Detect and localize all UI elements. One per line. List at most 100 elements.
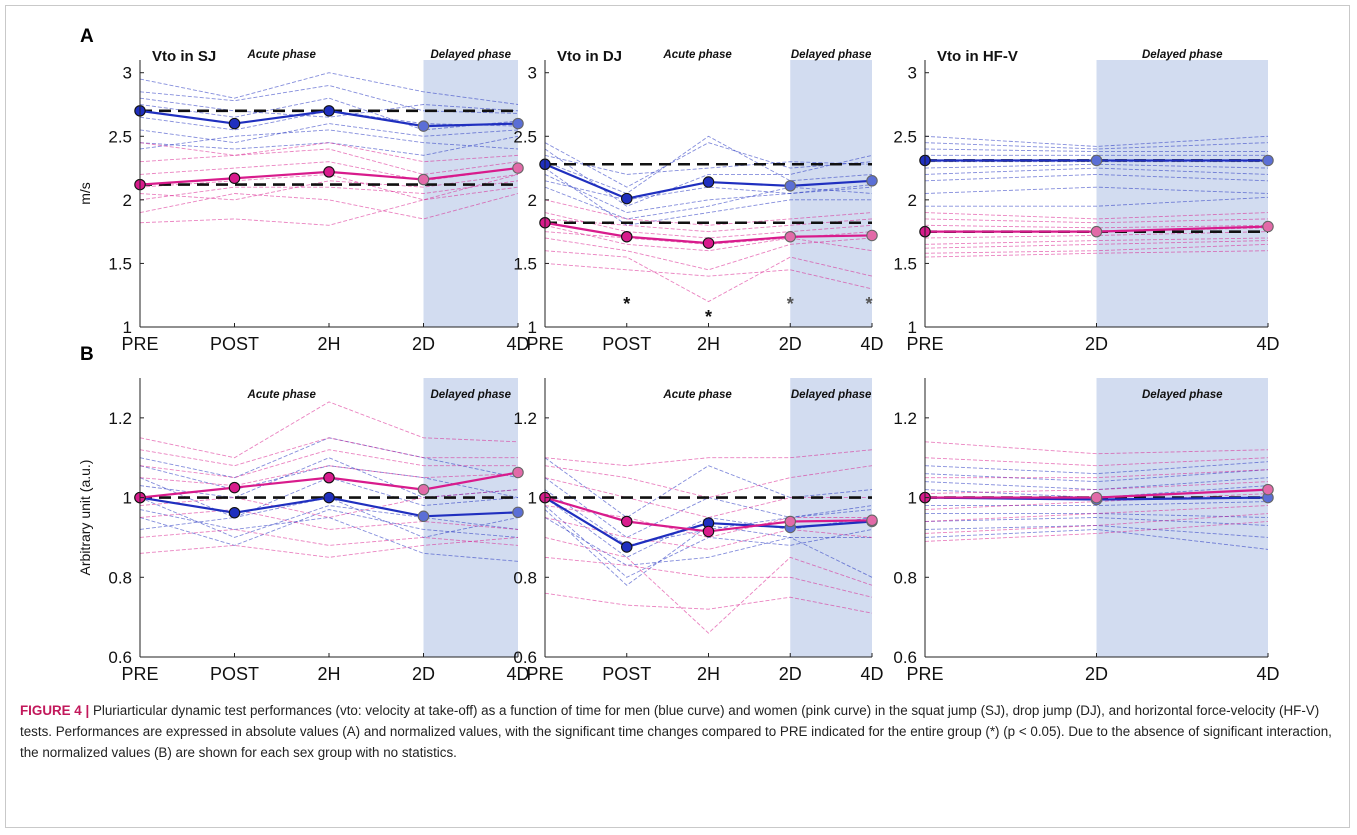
series-point xyxy=(1090,225,1103,238)
individual-line xyxy=(925,501,1269,506)
individual-line xyxy=(924,237,1269,245)
individual-line xyxy=(139,509,519,546)
individual-line xyxy=(924,135,1269,147)
series-point xyxy=(784,515,796,528)
chart-title: Vto in SJ xyxy=(152,48,216,65)
series-point xyxy=(417,510,430,523)
x-tick-label: PRE xyxy=(121,664,158,684)
individual-line xyxy=(544,465,873,499)
individual-line xyxy=(544,180,873,201)
individual-line xyxy=(139,489,519,518)
series-point xyxy=(512,506,524,519)
x-tick-label: PRE xyxy=(526,664,563,684)
y-tick-label: 1 xyxy=(908,318,917,337)
individual-line xyxy=(139,97,519,131)
series-point xyxy=(512,466,524,479)
individual-line xyxy=(139,161,519,182)
x-tick-label: 2D xyxy=(412,334,435,354)
x-tick-label: 2D xyxy=(412,664,435,684)
series-point xyxy=(228,506,241,519)
individual-line xyxy=(139,536,519,558)
individual-line xyxy=(924,243,1269,254)
individual-line xyxy=(139,401,519,459)
x-tick-label: POST xyxy=(602,664,651,684)
series-point xyxy=(417,173,430,186)
individual-line xyxy=(139,180,519,201)
individual-line xyxy=(544,449,873,467)
series-point xyxy=(1262,220,1274,233)
x-tick-label: POST xyxy=(210,664,259,684)
phase-label: Acute phase xyxy=(662,49,732,61)
y-tick-label: 0.8 xyxy=(513,568,537,587)
individual-line xyxy=(924,142,1269,150)
individual-line xyxy=(139,529,519,546)
series-point xyxy=(784,180,796,192)
individual-line xyxy=(139,135,519,156)
y-tick-label: 1.2 xyxy=(893,409,917,428)
individual-line xyxy=(924,148,1268,152)
individual-line xyxy=(925,196,1269,207)
x-tick-label: PRE xyxy=(526,334,563,354)
individual-line xyxy=(544,556,873,598)
individual-line xyxy=(139,193,519,220)
series-point xyxy=(702,525,715,538)
figure-plots: 1 1.5 2 2.5 3 PRE POST 2H 2D 4D Vto in SJ Acute pha… xyxy=(77,48,1280,684)
individual-line xyxy=(924,186,1269,194)
chart-title: Vto in HF-V xyxy=(937,48,1018,65)
x-tick-label: 2H xyxy=(697,334,720,354)
x-tick-label: 2H xyxy=(697,664,720,684)
individual-line xyxy=(139,148,519,175)
y-tick-label: 1.2 xyxy=(108,409,132,428)
x-tick-label: 4D xyxy=(1256,664,1279,684)
series-point xyxy=(228,117,241,130)
caption-text: Pluriarticular dynamic test performances… xyxy=(20,703,1332,760)
y-tick-label: 3 xyxy=(528,64,537,83)
series-point xyxy=(1262,154,1274,167)
individual-line xyxy=(924,173,1269,182)
individual-line xyxy=(544,174,873,214)
chart-3: 1 1.5 2 2.5 3 PRE 2D 4D Vto in HF-V Delayed phase xyxy=(893,48,1279,354)
y-tick-label: 0.6 xyxy=(513,648,537,667)
y-tick-label: 1 xyxy=(528,489,537,508)
individual-line xyxy=(139,186,519,226)
series-point xyxy=(620,515,633,528)
series-point xyxy=(323,166,335,178)
series-point xyxy=(702,176,715,188)
x-tick-label: 2D xyxy=(779,664,802,684)
individual-line xyxy=(139,509,519,562)
x-tick-label: POST xyxy=(210,334,259,354)
caption-label: FIGURE 4 | xyxy=(20,703,90,718)
individual-line xyxy=(924,212,1269,220)
phase-label: Delayed phase xyxy=(791,49,872,61)
series-point xyxy=(512,117,524,130)
individual-line xyxy=(924,517,1269,526)
individual-line xyxy=(924,441,1269,455)
series-point xyxy=(620,230,633,243)
individual-line xyxy=(544,505,873,578)
chart-4: 0.6 0.8 1 1.2 PRE POST 2H 2D 4D Acute phase Delaye… xyxy=(77,378,530,684)
individual-line xyxy=(924,521,1269,542)
individual-line xyxy=(544,142,873,188)
delayed-phase-shading xyxy=(790,60,872,327)
y-tick-label: 1 xyxy=(123,489,132,508)
phase-label: Delayed phase xyxy=(1142,389,1223,401)
y-tick-label: 1 xyxy=(123,318,132,337)
individual-line xyxy=(924,469,1269,483)
y-tick-label: 0.6 xyxy=(108,648,132,667)
x-tick-label: 4D xyxy=(1256,334,1279,354)
individual-line xyxy=(139,123,519,144)
figure-frame xyxy=(5,5,1350,828)
series-point xyxy=(417,120,430,132)
panel-label-b: B xyxy=(80,344,94,365)
phase-label: Delayed phase xyxy=(791,389,872,401)
chart-6: 0.6 0.8 1 1.2 PRE 2D 4D Delayed phase xyxy=(893,378,1280,684)
individual-line xyxy=(139,509,519,530)
chart-1: 1 1.5 2 2.5 3 PRE POST 2H 2D 4D Vto in SJ Acute pha… xyxy=(77,48,530,354)
x-tick-label: 4D xyxy=(860,334,883,354)
significance-asterisk: * xyxy=(623,294,630,314)
individual-line xyxy=(139,129,519,150)
series-point xyxy=(1262,483,1274,496)
x-tick-label: 4D xyxy=(506,664,529,684)
y-tick-label: 0.8 xyxy=(893,568,917,587)
x-tick-label: 2H xyxy=(317,334,340,354)
